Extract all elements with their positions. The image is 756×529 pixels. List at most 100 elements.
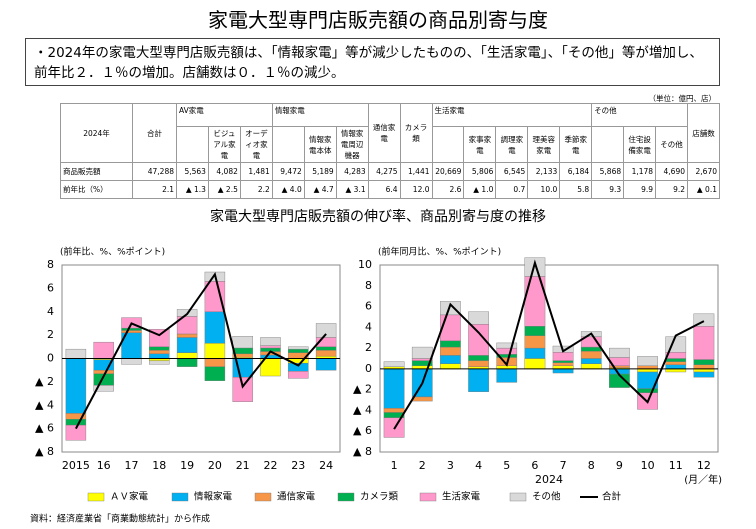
x-tick-label: 3	[447, 459, 454, 472]
header-cell: 店舗数	[687, 103, 720, 163]
cell: 5,563	[176, 162, 209, 181]
bar-segment	[121, 330, 142, 333]
bar-segment	[204, 311, 226, 344]
bar-segment	[121, 358, 142, 365]
cell: 2.2	[239, 180, 273, 199]
bar-segment	[411, 396, 433, 402]
bar-segment	[552, 352, 574, 361]
bar-segment	[609, 368, 630, 375]
bar-segment	[580, 358, 602, 364]
y-tick-label: 10	[358, 258, 372, 271]
bar-segment	[93, 385, 114, 392]
bar-segment	[176, 337, 198, 353]
header-row: ビジュアル家電 オーディオ家電 情報家電本体 情報家電周辺機器 家事家電 調理家電 理美容家…	[61, 126, 720, 163]
x-tick-label: 4	[475, 459, 482, 472]
legend-label: 合計	[602, 491, 622, 503]
plot-frame	[379, 264, 719, 453]
bar-segment	[176, 358, 198, 367]
blank-cell	[591, 126, 625, 163]
legend-swatch	[509, 492, 527, 502]
source: 資料：経済産業省「商業動態統計」から作成	[30, 513, 210, 525]
blank-cell	[176, 126, 209, 163]
y-tick-label: ▲ 2	[35, 375, 54, 388]
y-tick-label: 2	[47, 328, 54, 341]
bar-segment	[121, 327, 142, 331]
cell: ▲ 1.3	[176, 180, 209, 199]
cell: 1,441	[399, 162, 433, 181]
x-tick-label: 5	[503, 459, 510, 472]
cell: 9,472	[271, 162, 305, 181]
x-tick-label: 12	[697, 459, 711, 472]
bar-segment	[149, 360, 170, 365]
bar-segment	[580, 363, 602, 370]
y-axis-label: (前年比、%、%ポイント)	[60, 246, 165, 258]
bar-segment	[440, 314, 461, 342]
corner-cell: 2024年	[60, 103, 133, 163]
group-header: その他	[591, 103, 688, 127]
bar-segment	[176, 352, 198, 359]
bar-segment	[204, 358, 226, 367]
cell: ▲ 4.0	[271, 180, 305, 199]
cell: 2.6	[431, 180, 465, 199]
bar-segment	[665, 358, 687, 362]
bar-segment	[232, 376, 253, 402]
sub-header: 住宅設備家電	[623, 126, 657, 163]
y-tick-label: ▲ 4	[353, 403, 372, 416]
header-cell: 通信家電	[367, 103, 401, 163]
bar-segment	[468, 360, 489, 368]
sub-header: その他	[655, 126, 688, 163]
bar-segment	[468, 311, 489, 325]
cell: 6,545	[495, 162, 529, 181]
table-body: 商品販売額 47,288 5,563 4,082 1,481 9,472 5,189 4,28…	[60, 162, 720, 199]
bar-segment	[693, 359, 715, 365]
cell: 4,275	[367, 162, 401, 181]
legend-label: 情報家電	[194, 491, 233, 503]
y-tick-label: 8	[47, 258, 54, 271]
bar-segment	[552, 360, 574, 363]
bar-segment	[315, 350, 337, 357]
x-tick-label: 22	[264, 459, 278, 472]
y-tick-label: 0	[47, 352, 54, 365]
sub-header: 情報家電本体	[303, 126, 337, 163]
y-tick-label: 8	[365, 279, 372, 292]
bar-segment	[693, 371, 715, 378]
header-cell: 合計	[132, 103, 177, 163]
cell: 5.8	[559, 180, 593, 199]
title: 家電大型専門店販売額の商品別寄与度	[208, 8, 548, 32]
bar-segment	[65, 424, 87, 441]
row-label: 商品販売額	[60, 162, 133, 181]
bar-segment	[440, 346, 461, 356]
table-head: 2024年 合計 AV家電 情報家電 通信家電 カメラ類 生活家電 その他 店舗数 ビジュアル家電…	[60, 103, 720, 163]
bar-segment	[693, 364, 715, 370]
bar-segment	[440, 355, 461, 364]
cell: 9.2	[655, 180, 688, 199]
sub-header: 家事家電	[463, 126, 497, 163]
bar-segment	[440, 340, 461, 348]
x-tick-label: 9	[616, 459, 623, 472]
cell: 1,178	[623, 162, 657, 181]
bar-segment	[552, 362, 574, 366]
legend-label: その他	[532, 491, 561, 503]
bar-segment	[232, 336, 253, 349]
bar-segment	[524, 347, 546, 359]
bar-segment	[580, 346, 602, 352]
cell: 47,288	[132, 162, 177, 181]
cell: ▲ 1.0	[463, 180, 497, 199]
total-line	[75, 271, 327, 430]
sub-header: オーディオ家電	[239, 126, 273, 163]
cell: ▲ 3.1	[335, 180, 369, 199]
y-tick-label: ▲ 6	[353, 424, 372, 437]
bar-segment	[315, 358, 337, 371]
sub-header: 季節家電	[559, 126, 593, 163]
cell: 2.1	[132, 180, 177, 199]
bar-segment	[524, 326, 546, 336]
bar-segment	[383, 408, 405, 413]
cell: 2,133	[527, 162, 561, 181]
cell: 12.0	[399, 180, 433, 199]
x-tick-label: 24	[319, 459, 333, 472]
charts: 家電大型専門店販売額の伸び率、商品別寄与度の推移 資料：経済産業省「商業動態統計…	[30, 208, 722, 525]
legend-label: ＡＶ家電	[110, 491, 149, 503]
bar-segment	[496, 342, 518, 349]
bar-segment	[204, 343, 226, 359]
total-line	[393, 259, 705, 430]
